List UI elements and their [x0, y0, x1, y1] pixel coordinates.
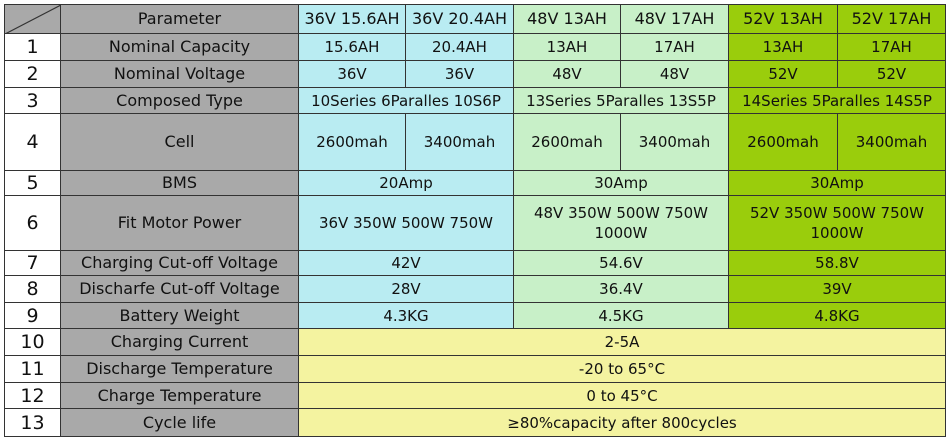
- diagonal: [5, 5, 61, 34]
- value-cell: 36.4V: [513, 275, 729, 303]
- table-row: 6 Fit Motor Power 36V 350W 500W 750W 48V 35…: [4, 195, 946, 251]
- table-row: 1 Nominal Capacity 15.6AH 20.4AH 13AH 17AH 13A…: [4, 33, 946, 61]
- value-cell: 17AH: [620, 33, 729, 61]
- row-label: Charging Current: [60, 328, 299, 356]
- value-cell: 48V: [513, 60, 621, 88]
- value-cell: 36V: [405, 60, 514, 88]
- value-cell: 20.4AH: [405, 33, 514, 61]
- table-row: 4 Cell 2600mah 3400mah 2600mah 3400mah 2600mah…: [4, 113, 946, 171]
- table-row: 11 Discharge Temperature -20 to 65°C: [4, 355, 946, 383]
- value-cell: 13AH: [728, 33, 838, 61]
- value-cell: 3400mah: [837, 113, 946, 171]
- row-number: 10: [4, 328, 61, 356]
- value-cell: 30Amp: [728, 170, 946, 196]
- value-cell: 58.8V: [728, 250, 946, 276]
- row-label: Charging Cut-off Voltage: [60, 250, 299, 276]
- value-cell: 52V: [728, 60, 838, 88]
- row-number: 6: [4, 195, 61, 251]
- table-row: 10 Charging Current 2-5A: [4, 328, 946, 356]
- value-cell: 48V: [620, 60, 729, 88]
- row-label: Composed Type: [60, 87, 299, 114]
- value-cell: ≥80%capacity after 800cycles: [298, 408, 946, 437]
- table-row: 13 Cycle life ≥80%capacity after 800cycles: [4, 408, 946, 437]
- row-label: BMS: [60, 170, 299, 196]
- value-cell: 36V 350W 500W 750W: [298, 195, 514, 251]
- table-row: 9 Battery Weight 4.3KG 4.5KG 4.8KG: [4, 302, 946, 329]
- value-cell: 52V 350W 500W 750W 1000W: [728, 195, 946, 251]
- row-number: 7: [4, 250, 61, 276]
- value-cell: 54.6V: [513, 250, 729, 276]
- value-cell: 36V: [298, 60, 406, 88]
- table-row: 7 Charging Cut-off Voltage 42V 54.6V 58.8V: [4, 250, 946, 276]
- value-cell: 4.5KG: [513, 302, 729, 329]
- value-cell: 39V: [728, 275, 946, 303]
- header-model: 48V 17AH: [620, 4, 729, 34]
- value-cell: 13Series 5Paralles 13S5P: [513, 87, 729, 114]
- value-cell: 42V: [298, 250, 514, 276]
- row-label: Charge Temperature: [60, 382, 299, 409]
- header-model: 48V 13AH: [513, 4, 621, 34]
- header-model: 36V 15.6AH: [298, 4, 406, 34]
- value-cell: 3400mah: [405, 113, 514, 171]
- row-number: 3: [4, 87, 61, 114]
- row-number: 13: [4, 408, 61, 437]
- value-cell: 30Amp: [513, 170, 729, 196]
- row-number: 11: [4, 355, 61, 383]
- value-cell: 2600mah: [728, 113, 838, 171]
- value-cell: 2600mah: [298, 113, 406, 171]
- value-cell: 20Amp: [298, 170, 514, 196]
- value-cell: 10Series 6Paralles 10S6P: [298, 87, 514, 114]
- header-model: 52V 13AH: [728, 4, 838, 34]
- table-row: 5 BMS 20Amp 30Amp 30Amp: [4, 170, 946, 196]
- row-label: Cycle life: [60, 408, 299, 437]
- table-row: 2 Nominal Voltage 36V 36V 48V 48V 52V 52V: [4, 60, 946, 88]
- header-model: 36V 20.4AH: [405, 4, 514, 34]
- row-label: Discharge Temperature: [60, 355, 299, 383]
- table-row: 12 Charge Temperature 0 to 45°C: [4, 382, 946, 409]
- value-cell: 15.6AH: [298, 33, 406, 61]
- row-number: 5: [4, 170, 61, 196]
- row-number: 8: [4, 275, 61, 303]
- row-label: Fit Motor Power: [60, 195, 299, 251]
- header-row: Parameter 36V 15.6AH 36V 20.4AH 48V 13AH 48V…: [4, 4, 946, 34]
- value-cell: 2-5A: [298, 328, 946, 356]
- row-label: Cell: [60, 113, 299, 171]
- value-cell: 13AH: [513, 33, 621, 61]
- value-cell: 52V: [837, 60, 946, 88]
- row-number: 12: [4, 382, 61, 409]
- row-label: Nominal Voltage: [60, 60, 299, 88]
- row-number: 2: [4, 60, 61, 88]
- table-row: 8 Discharfe Cut-off Voltage 28V 36.4V 39V: [4, 275, 946, 303]
- value-cell: 4.3KG: [298, 302, 514, 329]
- value-cell: -20 to 65°C: [298, 355, 946, 383]
- value-cell: 28V: [298, 275, 514, 303]
- header-parameter: Parameter: [60, 4, 299, 34]
- value-cell: 17AH: [837, 33, 946, 61]
- row-number: 9: [4, 302, 61, 329]
- row-number: 4: [4, 113, 61, 171]
- value-cell: 3400mah: [620, 113, 729, 171]
- table-row: 3 Composed Type 10Series 6Paralles 10S6P 13…: [4, 87, 946, 114]
- header-model: 52V 17AH: [837, 4, 946, 34]
- row-label: Nominal Capacity: [60, 33, 299, 61]
- row-label: Discharfe Cut-off Voltage: [60, 275, 299, 303]
- row-label: Battery Weight: [60, 302, 299, 329]
- value-cell: 48V 350W 500W 750W 1000W: [513, 195, 729, 251]
- value-cell: 4.8KG: [728, 302, 946, 329]
- corner-cell: [4, 4, 61, 34]
- value-cell: 0 to 45°C: [298, 382, 946, 409]
- row-number: 1: [4, 33, 61, 61]
- spec-table: Parameter 36V 15.6AH 36V 20.4AH 48V 13AH 48V…: [4, 4, 946, 437]
- value-cell: 2600mah: [513, 113, 621, 171]
- value-cell: 14Series 5Paralles 14S5P: [728, 87, 946, 114]
